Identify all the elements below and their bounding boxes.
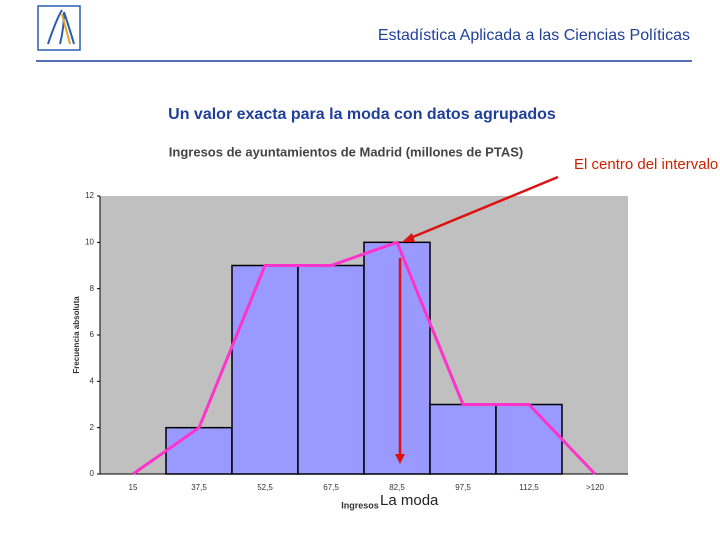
arrow-head xyxy=(395,454,405,464)
y-axis-label: Frecuencia absoluta xyxy=(72,296,81,374)
x-tick-label: 112,5 xyxy=(519,483,539,492)
x-tick-label: >120 xyxy=(586,483,605,492)
y-tick-label: 8 xyxy=(90,284,95,293)
logo-mark xyxy=(61,13,71,45)
y-tick-label: 12 xyxy=(85,191,94,200)
x-tick-label: 15 xyxy=(129,483,138,492)
arrow-head xyxy=(402,233,415,242)
frequency-polygon xyxy=(132,240,597,476)
y-tick-label: 10 xyxy=(85,237,94,246)
annotation: La moda xyxy=(380,492,439,509)
bar xyxy=(429,403,497,475)
annotation: El centro del intervalo modal xyxy=(574,156,720,173)
x-tick-label: 82,5 xyxy=(389,483,405,492)
logo xyxy=(37,5,81,51)
chart-title: Ingresos de ayuntamientos de Madrid (mil… xyxy=(169,144,523,159)
x-tick-label: 67,5 xyxy=(323,483,339,492)
bar xyxy=(297,264,365,475)
x-tick-label: 37,5 xyxy=(191,483,207,492)
y-tick-label: 0 xyxy=(90,469,95,478)
subtitle: Un valor exacta para la moda con datos a… xyxy=(168,106,556,123)
y-tick-label: 4 xyxy=(90,376,95,385)
header-title: Estadística Aplicada a las Ciencias Polí… xyxy=(378,27,690,44)
x-tick-label: 97,5 xyxy=(455,483,471,492)
bar xyxy=(165,426,233,475)
x-tick-label: 52,5 xyxy=(257,483,273,492)
arrow xyxy=(407,175,559,241)
bar xyxy=(363,241,431,475)
y-tick-label: 2 xyxy=(90,423,95,432)
x-axis-label: Ingresos xyxy=(341,500,379,510)
logo-mark xyxy=(47,9,75,45)
bar xyxy=(231,264,299,475)
y-tick-label: 6 xyxy=(90,330,95,339)
bar xyxy=(495,403,563,475)
